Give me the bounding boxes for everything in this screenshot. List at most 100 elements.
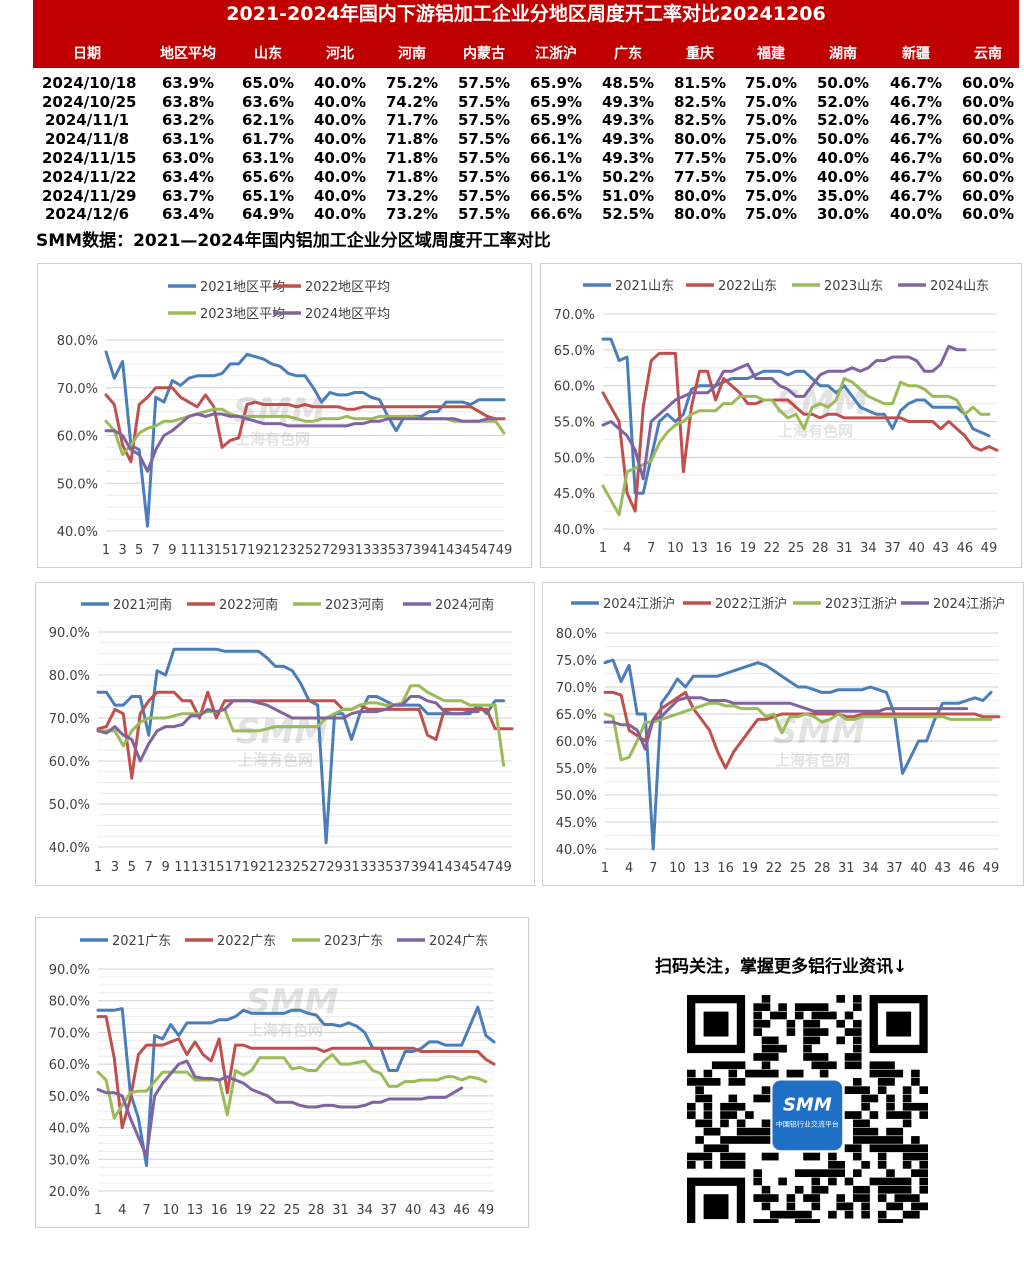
table-cell: 75.0% [744,187,798,205]
qr-module [886,1069,895,1078]
qr-module [828,1177,837,1186]
y-tick-label: 60.0% [556,735,597,750]
table-cell: 80.0% [673,187,727,205]
y-tick-label: 90.0% [49,626,90,641]
qr-module [886,1185,895,1194]
qr-module [736,1102,746,1111]
y-tick-label: 70.0% [49,1026,90,1041]
qr-module [761,1086,771,1095]
qr-module [753,1194,762,1202]
series-line [96,1005,496,1168]
qr-module [761,1185,771,1194]
qr-module [761,1019,771,1028]
x-tick-label: 49 [478,1203,495,1218]
x-tick-label: 25 [284,1203,301,1218]
qr-module [911,1194,920,1202]
y-tick-label: 50.0% [49,798,90,813]
x-tick-label: 40 [910,861,927,876]
qr-module [911,1202,920,1211]
table-cell: 46.7% [889,111,943,129]
x-tick-label: 1 [599,541,607,556]
qr-module [853,1036,862,1045]
x-tick-label: 31 [346,543,363,558]
qr-module [695,1136,704,1144]
qr-module [720,1111,729,1119]
x-tick-label: 19 [242,860,259,875]
legend-label: 2022江浙沪 [715,596,787,612]
qr-module [819,1011,829,1020]
table-cell: 66.1% [529,149,583,167]
table-cell: 63.1% [241,149,295,167]
qr-module [794,1169,804,1178]
qr-module [886,1136,895,1144]
table-cell: 75.0% [744,93,798,111]
qr-module [778,1210,787,1219]
table-cell: 60.0% [961,205,1015,223]
table-cell: 71.8% [385,130,439,148]
x-tick-label: 3 [118,543,126,558]
qr-module [720,1152,729,1161]
qr-module [844,1144,854,1153]
qr-module [720,1061,729,1070]
x-tick-label: 22 [764,541,781,556]
qr-module [728,1152,738,1161]
x-tick-label: 4 [118,1203,126,1218]
table-cell: 46.7% [889,168,943,186]
legend-label: 2023广东 [324,934,383,949]
qr-module [720,1136,729,1144]
qr-module [786,1069,796,1078]
qr-module [761,1044,771,1053]
x-tick-label: 16 [211,1203,228,1218]
x-tick-label: 45 [463,543,480,558]
qr-module [828,1210,837,1219]
qr-module [877,1069,887,1078]
table-cell: 63.7% [161,187,215,205]
qr-module [811,1028,821,1036]
table-header-cell: 云南 [974,46,1002,62]
table-cell: 71.8% [385,168,439,186]
qr-module [736,1127,746,1136]
qr-module [861,1086,870,1095]
y-tick-label: 80.0% [49,995,90,1010]
legend-label: 2021地区平均 [200,280,285,295]
table-cell: 2024/11/15 [42,149,137,167]
qr-module [695,1078,704,1086]
table-cell: 73.2% [385,187,439,205]
qr-module [736,1161,746,1169]
x-tick-label: 21 [264,543,281,558]
table-header-cell: 广东 [614,46,642,62]
qr-module [853,1086,862,1095]
qr-module [836,995,845,1003]
qr-module [786,1202,796,1211]
qr-module [869,1177,879,1186]
x-tick-label: 49 [983,861,1000,876]
qr-module [703,1144,713,1153]
watermark-text: 上海有色网 [775,751,850,769]
qr-module [687,1069,696,1078]
qr-module [811,1036,821,1045]
qr-module [811,1185,821,1194]
table-cell: 75.0% [744,205,798,223]
qr-module [811,1011,821,1020]
qr-module [770,1053,779,1061]
table-cell: 66.1% [529,130,583,148]
qr-module [886,1169,895,1178]
series-line [601,377,991,517]
table-cell: 74.2% [385,93,439,111]
x-tick-label: 17 [230,543,247,558]
qr-module [836,1036,845,1045]
qr-module [886,1177,895,1186]
qr-module [711,1144,721,1153]
y-tick-label: 40.0% [57,525,98,540]
qr-module [911,1210,920,1219]
qr-module [811,1194,821,1202]
watermark-text: 上海有色网 [238,751,313,769]
qr-module [886,1078,895,1086]
qr-code[interactable]: SMM 中国铝行业交流平台 [682,995,932,1223]
qr-module [687,1152,696,1161]
legend-label: 2021河南 [113,597,172,613]
qr-module [877,1061,887,1070]
qr-module [687,1161,696,1169]
table-cell: 80.0% [673,130,727,148]
